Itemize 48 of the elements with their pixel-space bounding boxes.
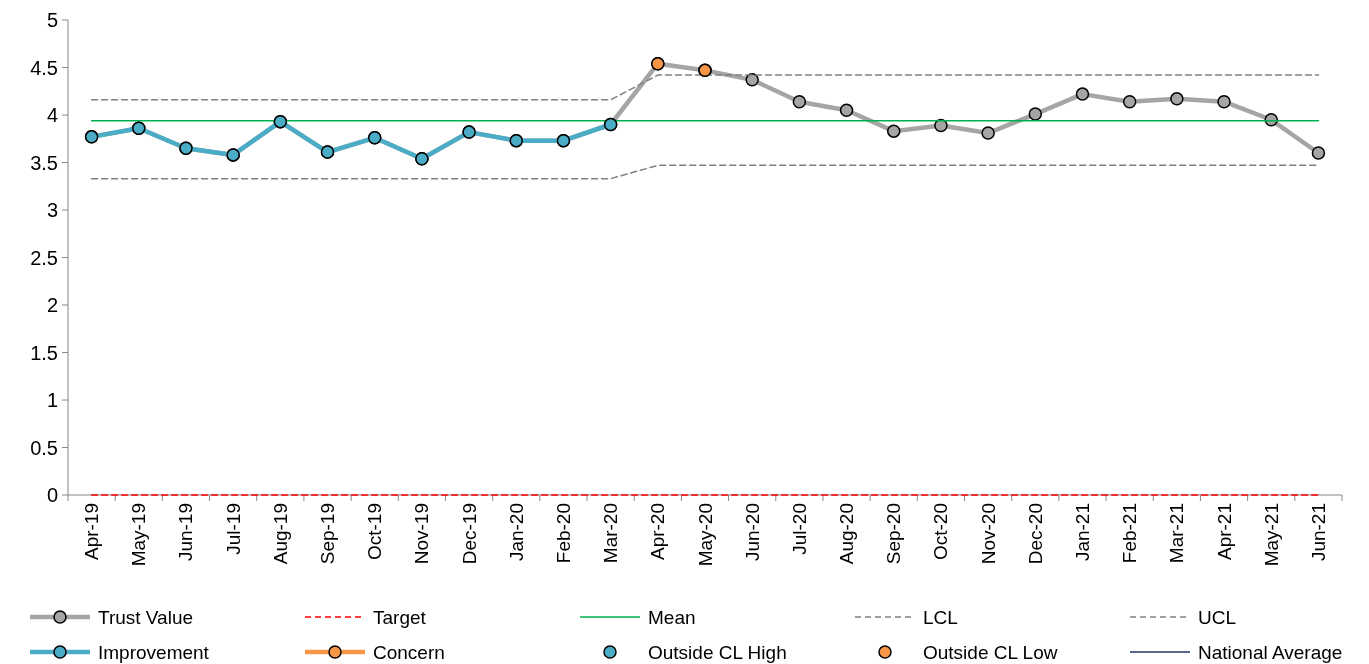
legend-label: Outside CL High bbox=[648, 641, 787, 663]
x-tick-label: Nov-19 bbox=[411, 503, 433, 565]
x-tick-label: Aug-20 bbox=[836, 503, 858, 565]
y-tick-label: 2 bbox=[46, 294, 58, 316]
x-tick-label: Feb-21 bbox=[1119, 503, 1141, 564]
x-tick-label: Sep-19 bbox=[317, 503, 339, 565]
x-tick-label: Oct-20 bbox=[930, 503, 952, 561]
x-tick-label: Apr-20 bbox=[647, 503, 669, 561]
x-tick-label: Jun-21 bbox=[1307, 503, 1329, 562]
y-tick-label: 5 bbox=[46, 9, 58, 31]
x-tick-label: Jul-20 bbox=[788, 503, 810, 555]
x-tick-label: Dec-19 bbox=[458, 503, 480, 565]
x-tick-label: Nov-20 bbox=[977, 503, 999, 565]
x-tick-label: Apr-21 bbox=[1213, 503, 1235, 561]
x-tick-label: Mar-21 bbox=[1166, 503, 1188, 564]
legend-label: UCL bbox=[1198, 606, 1237, 628]
legend-label: LCL bbox=[923, 606, 958, 628]
legend-label: Target bbox=[373, 606, 427, 628]
x-tick-label: Jan-21 bbox=[1071, 503, 1093, 562]
y-tick-label: 0.5 bbox=[30, 436, 58, 459]
legend-label: Improvement bbox=[98, 641, 210, 663]
y-tick-label: 4.5 bbox=[30, 56, 58, 79]
x-tick-label: May-19 bbox=[128, 503, 150, 567]
x-tick-label: Apr-19 bbox=[81, 503, 103, 561]
x-tick-label: Jul-19 bbox=[222, 503, 244, 555]
legend-label: Concern bbox=[373, 641, 445, 663]
y-tick-label: 1.5 bbox=[30, 341, 58, 364]
y-tick-label: 2.5 bbox=[30, 246, 58, 269]
legend-label: National Average bbox=[1198, 641, 1343, 663]
x-tick-label: May-21 bbox=[1260, 503, 1282, 567]
y-tick-label: 3 bbox=[46, 199, 58, 221]
x-tick-label: Sep-20 bbox=[883, 503, 905, 565]
x-tick-label: Jun-19 bbox=[175, 503, 197, 562]
y-tick-label: 3.5 bbox=[30, 151, 58, 174]
x-tick-label: Feb-20 bbox=[552, 503, 574, 564]
legend-label: Mean bbox=[648, 606, 696, 628]
x-tick-label: Jun-20 bbox=[741, 503, 763, 562]
x-tick-label: Oct-19 bbox=[364, 503, 386, 561]
y-tick-label: 4 bbox=[46, 104, 58, 126]
y-tick-label: 1 bbox=[46, 389, 58, 411]
legend-label: Outside CL Low bbox=[923, 641, 1058, 663]
x-tick-label: Mar-20 bbox=[600, 503, 622, 564]
legend-label: Trust Value bbox=[98, 606, 194, 628]
x-tick-label: Dec-20 bbox=[1024, 503, 1046, 565]
x-tick-label: Jan-20 bbox=[505, 503, 527, 562]
x-tick-label: Aug-19 bbox=[269, 503, 291, 565]
y-tick-label: 0 bbox=[46, 484, 58, 506]
x-tick-label: May-20 bbox=[694, 503, 716, 567]
